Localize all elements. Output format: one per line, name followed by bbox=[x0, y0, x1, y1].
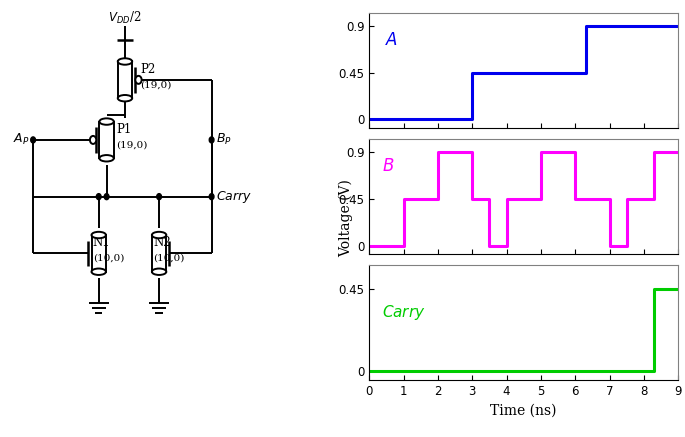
Text: Voltage (V): Voltage (V) bbox=[338, 180, 353, 257]
Circle shape bbox=[90, 136, 96, 144]
Ellipse shape bbox=[99, 118, 114, 125]
Circle shape bbox=[31, 137, 36, 143]
Ellipse shape bbox=[152, 268, 166, 275]
Circle shape bbox=[104, 194, 109, 200]
X-axis label: Time (ns): Time (ns) bbox=[490, 404, 557, 418]
Text: (10,0): (10,0) bbox=[93, 254, 124, 263]
Text: P2: P2 bbox=[140, 62, 156, 76]
Bar bbox=[99, 121, 114, 158]
Ellipse shape bbox=[99, 155, 114, 162]
Text: N2: N2 bbox=[153, 236, 171, 249]
Text: (19,0): (19,0) bbox=[116, 140, 148, 149]
Circle shape bbox=[209, 194, 214, 200]
Circle shape bbox=[209, 137, 214, 143]
Circle shape bbox=[97, 194, 101, 200]
Text: $A_P$: $A_P$ bbox=[13, 132, 29, 147]
Bar bbox=[152, 235, 166, 272]
Text: P1: P1 bbox=[116, 122, 132, 135]
Ellipse shape bbox=[92, 232, 106, 238]
Text: $\mathbf{\mathit{B}}$: $\mathbf{\mathit{B}}$ bbox=[382, 157, 394, 175]
Bar bbox=[92, 235, 106, 272]
Circle shape bbox=[136, 76, 142, 84]
Text: $\mathbf{\mathit{A}}$: $\mathbf{\mathit{A}}$ bbox=[385, 31, 398, 49]
Text: N1: N1 bbox=[93, 236, 110, 249]
Text: $\mathbf{\mathit{Carry}}$: $\mathbf{\mathit{Carry}}$ bbox=[382, 303, 425, 322]
Ellipse shape bbox=[118, 58, 132, 65]
Bar bbox=[118, 62, 132, 98]
Text: $Carry$: $Carry$ bbox=[216, 189, 251, 205]
Ellipse shape bbox=[118, 95, 132, 101]
Text: $V_{DD}$/2: $V_{DD}$/2 bbox=[108, 10, 142, 27]
Text: (19,0): (19,0) bbox=[140, 80, 172, 89]
Text: $B_P$: $B_P$ bbox=[216, 132, 232, 147]
Ellipse shape bbox=[152, 232, 166, 238]
Ellipse shape bbox=[92, 268, 106, 275]
Circle shape bbox=[157, 194, 162, 200]
Text: (10,0): (10,0) bbox=[153, 254, 184, 263]
